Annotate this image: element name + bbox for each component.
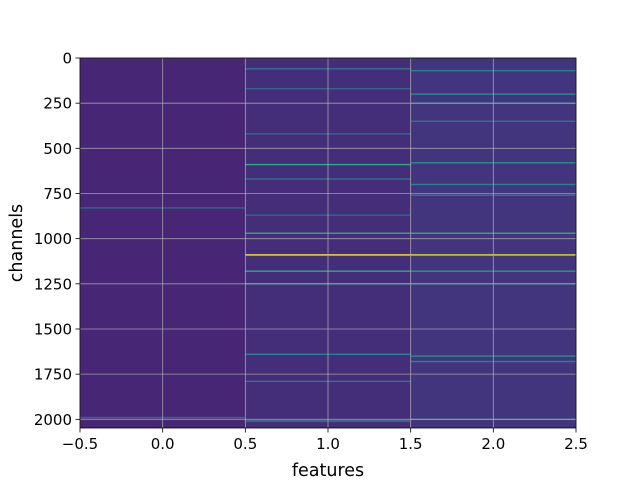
y-tick-label: 1500 xyxy=(34,320,72,338)
x-tick-label: 0.5 xyxy=(233,435,257,453)
x-axis-title: features xyxy=(292,461,364,480)
y-tick-label: 0 xyxy=(62,50,72,68)
x-tick-label: 1.5 xyxy=(399,435,423,453)
y-tick-label: 2000 xyxy=(34,411,72,429)
y-tick-label: 1250 xyxy=(34,275,72,293)
x-tick-label: 0.0 xyxy=(151,435,175,453)
x-tick-label: 1.0 xyxy=(316,435,340,453)
y-axis-title: channels xyxy=(7,204,27,282)
x-tick-label: 2.0 xyxy=(481,435,505,453)
y-tick-label: 1000 xyxy=(34,230,72,248)
x-tick-label: −0.5 xyxy=(62,435,98,453)
y-tick-label: 500 xyxy=(43,140,72,158)
y-tick-label: 250 xyxy=(43,95,72,113)
y-tick-label: 1750 xyxy=(34,366,72,384)
x-tick-label: 2.5 xyxy=(564,435,588,453)
y-axis-ticks: 0 250 500 750 1000 1250 1500 1750 2000 xyxy=(34,50,80,429)
y-tick-label: 750 xyxy=(43,185,72,203)
x-axis-ticks: −0.5 0.0 0.5 1.0 1.5 2.0 2.5 xyxy=(62,428,588,453)
